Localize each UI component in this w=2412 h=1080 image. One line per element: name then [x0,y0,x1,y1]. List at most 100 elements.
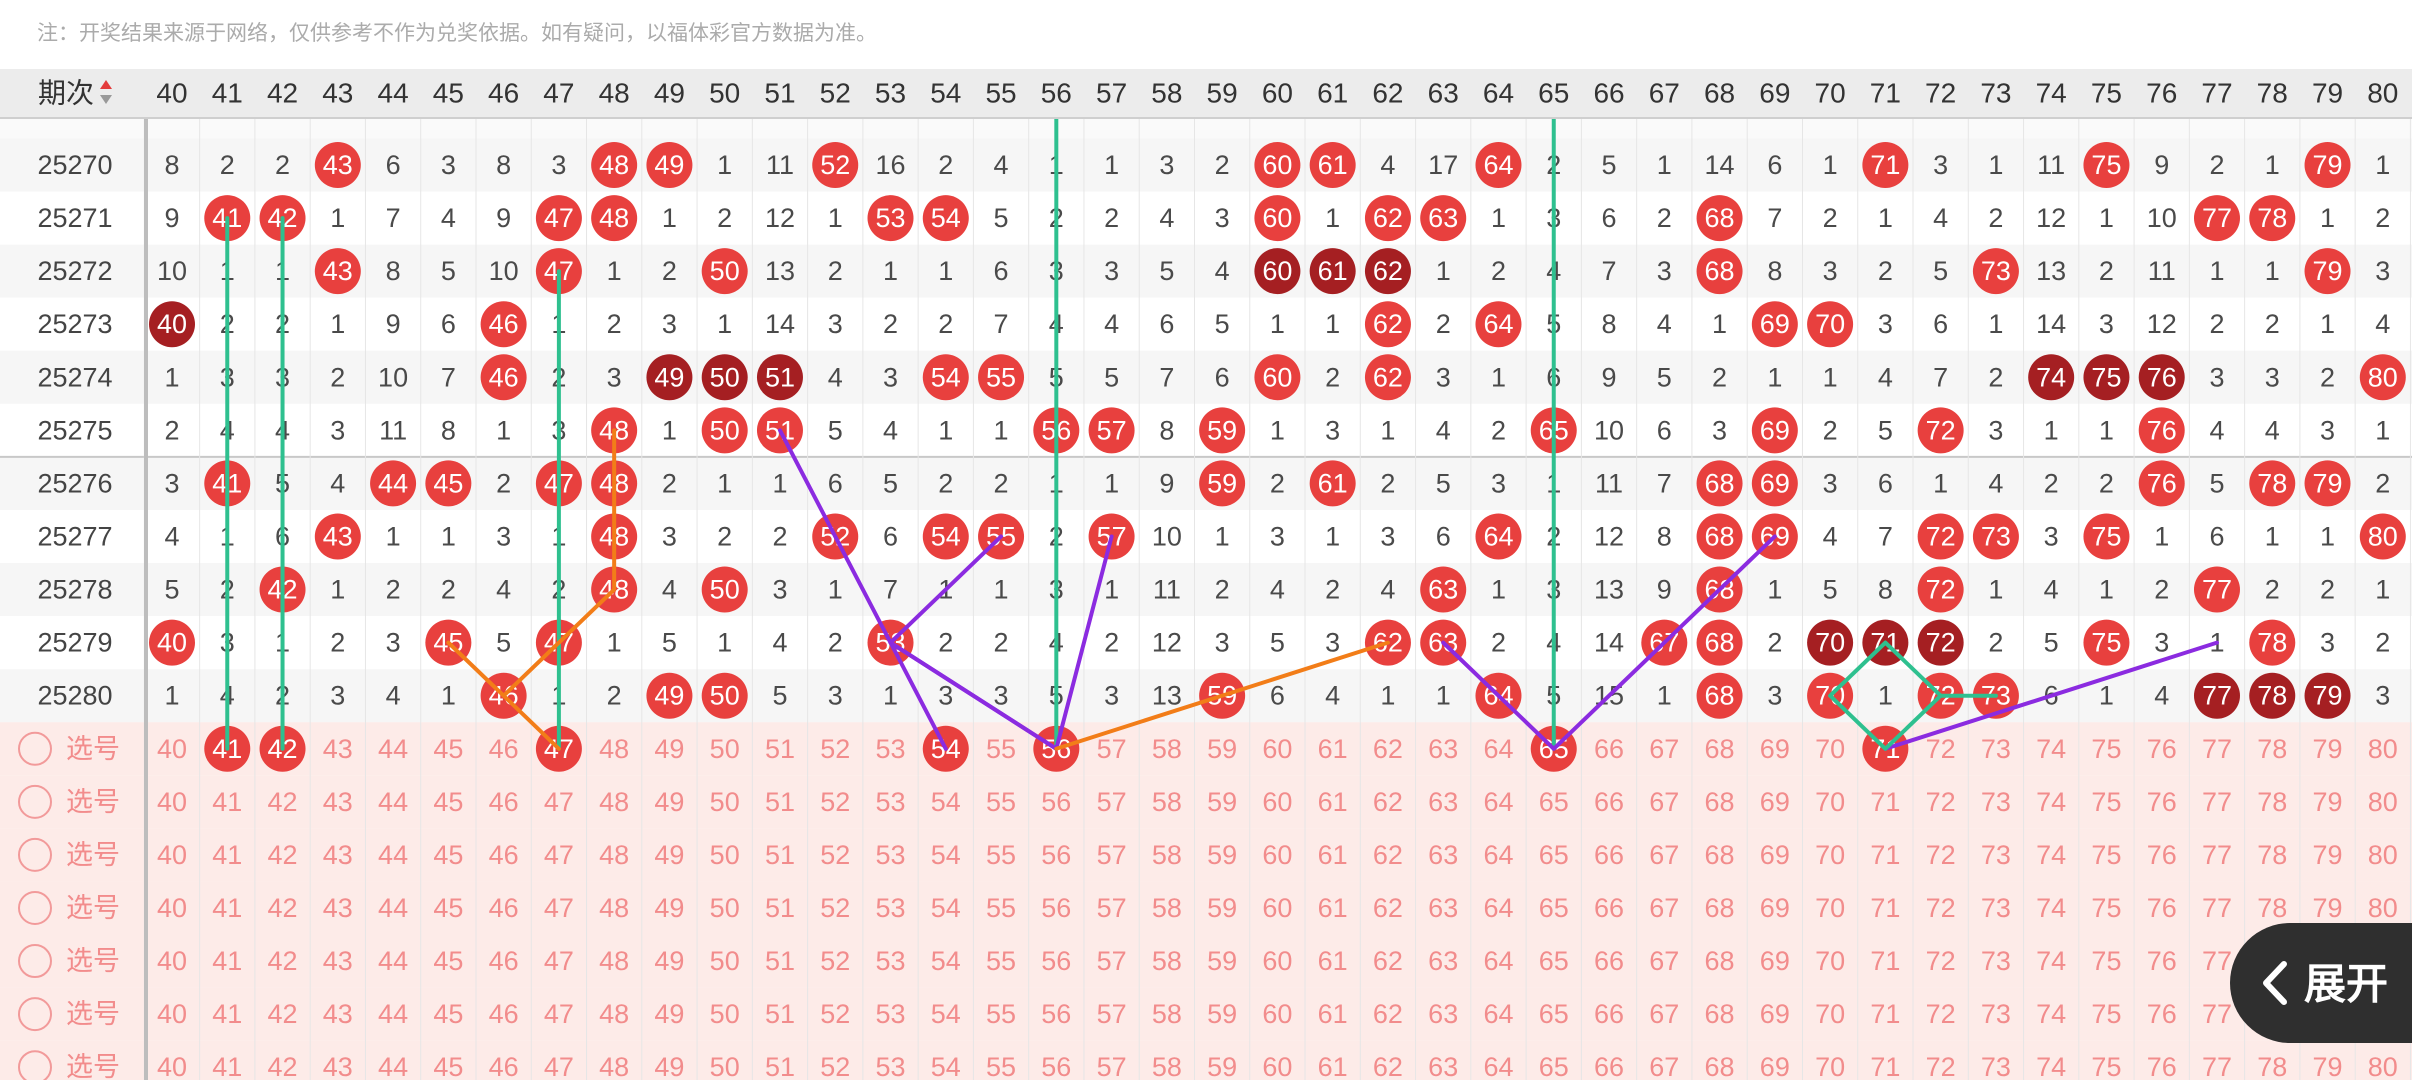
select-number[interactable]: 74 [2036,840,2066,870]
select-number[interactable]: 57 [1097,999,1127,1029]
select-number[interactable]: 51 [765,787,795,817]
select-number[interactable]: 63 [1428,999,1458,1029]
sort-up[interactable] [100,80,112,89]
select-number[interactable]: 50 [710,787,740,817]
select-number[interactable]: 50 [710,999,740,1029]
select-number[interactable]: 46 [489,946,519,976]
select-number[interactable]: 45 [433,787,463,817]
select-number[interactable]: 46 [489,787,519,817]
select-number[interactable]: 58 [1152,840,1182,870]
select-number[interactable]: 79 [2313,1052,2343,1080]
select-label[interactable]: 选号 [66,893,120,923]
select-number[interactable]: 55 [986,999,1016,1029]
select-number[interactable]: 51 [765,840,795,870]
select-number[interactable]: 71 [1870,946,1900,976]
select-number[interactable]: 54 [931,999,961,1029]
select-number[interactable]: 44 [378,999,408,1029]
select-number[interactable]: 76 [2147,840,2177,870]
select-number[interactable]: 67 [1649,1052,1679,1080]
select-number[interactable]: 43 [323,734,353,764]
select-number[interactable]: 71 [1870,893,1900,923]
select-number[interactable]: 54 [931,893,961,923]
select-number[interactable]: 52 [820,787,850,817]
select-number[interactable]: 75 [2091,893,2121,923]
select-number[interactable]: 72 [1926,787,1956,817]
select-number[interactable]: 54 [931,787,961,817]
select-number[interactable]: 71 [1870,840,1900,870]
select-number[interactable]: 71 [1870,999,1900,1029]
select-number[interactable]: 47 [544,893,574,923]
select-number[interactable]: 63 [1428,734,1458,764]
select-number[interactable]: 42 [268,787,298,817]
select-number[interactable]: 70 [1815,1052,1845,1080]
select-number[interactable]: 72 [1926,946,1956,976]
expand-label[interactable]: 展开 [2304,960,2388,1009]
select-number[interactable]: 70 [1815,734,1845,764]
select-number[interactable]: 59 [1207,893,1237,923]
select-number[interactable]: 66 [1594,1052,1624,1080]
select-number[interactable]: 48 [599,946,629,976]
select-number[interactable]: 77 [2202,840,2232,870]
select-number[interactable]: 44 [378,787,408,817]
select-number[interactable]: 46 [489,840,519,870]
select-number[interactable]: 52 [820,999,850,1029]
select-number[interactable]: 53 [875,787,905,817]
select-number[interactable]: 78 [2257,1052,2287,1080]
select-number[interactable]: 62 [1373,734,1403,764]
select-number[interactable]: 47 [544,787,574,817]
select-number[interactable]: 71 [1870,787,1900,817]
select-number[interactable]: 78 [2257,787,2287,817]
select-number[interactable]: 79 [2313,840,2343,870]
select-number[interactable]: 65 [1539,999,1569,1029]
select-number[interactable]: 50 [710,734,740,764]
select-number[interactable]: 62 [1373,893,1403,923]
select-number[interactable]: 63 [1428,893,1458,923]
select-number[interactable]: 77 [2202,946,2232,976]
select-radio[interactable] [18,837,52,872]
select-number[interactable]: 68 [1705,787,1735,817]
select-radio[interactable] [18,1050,52,1080]
select-number[interactable]: 40 [157,1052,187,1080]
select-number[interactable]: 69 [1760,893,1790,923]
select-number[interactable]: 43 [323,946,353,976]
select-number[interactable]: 55 [986,1052,1016,1080]
select-number[interactable]: 56 [1041,999,1071,1029]
select-number[interactable]: 61 [1318,999,1348,1029]
select-number[interactable]: 76 [2147,999,2177,1029]
select-number[interactable]: 43 [323,893,353,923]
select-number[interactable]: 45 [433,840,463,870]
select-number[interactable]: 79 [2313,734,2343,764]
select-number[interactable]: 73 [1981,787,2011,817]
select-number[interactable]: 68 [1705,734,1735,764]
select-number[interactable]: 66 [1594,787,1624,817]
select-number[interactable]: 48 [599,1052,629,1080]
chevron-icon[interactable] [2263,961,2287,1005]
select-number[interactable]: 64 [1483,840,1513,870]
select-number[interactable]: 62 [1373,1052,1403,1080]
select-number[interactable]: 40 [157,999,187,1029]
select-number[interactable]: 74 [2036,787,2066,817]
select-number[interactable]: 74 [2036,893,2066,923]
select-number[interactable]: 58 [1152,893,1182,923]
select-number[interactable]: 60 [1262,946,1292,976]
select-number[interactable]: 40 [157,946,187,976]
select-number[interactable]: 49 [654,946,684,976]
select-number[interactable]: 57 [1097,787,1127,817]
select-number[interactable]: 65 [1539,840,1569,870]
select-label[interactable]: 选号 [66,840,120,870]
sort-down[interactable] [100,95,112,104]
select-number[interactable]: 60 [1262,840,1292,870]
select-number[interactable]: 61 [1318,946,1348,976]
select-radio[interactable] [18,997,52,1032]
select-number[interactable]: 73 [1981,1052,2011,1080]
select-number[interactable]: 66 [1594,734,1624,764]
select-number[interactable]: 48 [599,893,629,923]
select-number[interactable]: 77 [2202,893,2232,923]
select-number[interactable]: 64 [1483,1052,1513,1080]
select-number[interactable]: 61 [1318,893,1348,923]
select-number[interactable]: 49 [654,1052,684,1080]
select-number[interactable]: 80 [2368,1052,2398,1080]
select-number[interactable]: 57 [1097,734,1127,764]
select-number[interactable]: 60 [1262,1052,1292,1080]
select-label[interactable]: 选号 [66,999,120,1029]
